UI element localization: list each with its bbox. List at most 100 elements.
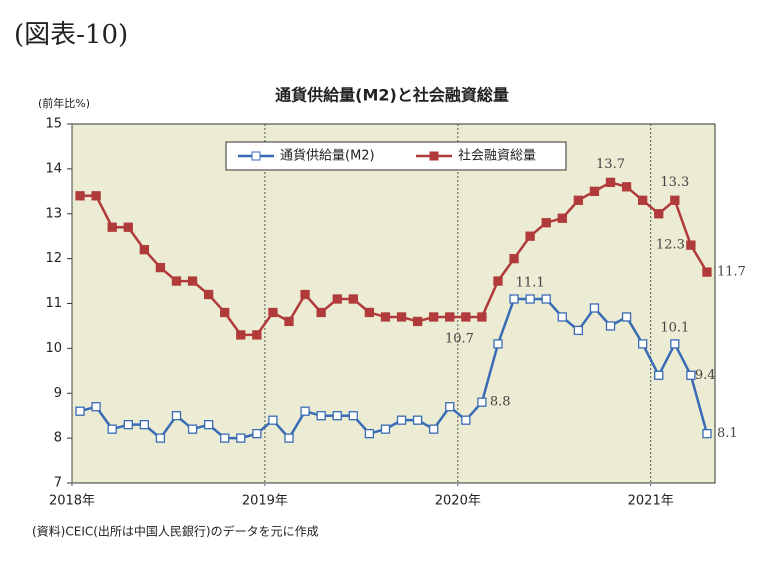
heading: (図表-10) <box>14 20 128 50</box>
point-marker <box>316 411 326 421</box>
point-marker <box>203 289 214 300</box>
y-tick-label: 9 <box>54 386 62 401</box>
point-marker <box>268 307 278 318</box>
point-marker <box>316 307 326 318</box>
point-marker <box>139 244 149 255</box>
point-marker <box>396 415 407 425</box>
legend-marker <box>251 151 261 161</box>
point-marker <box>461 415 471 425</box>
point-marker <box>573 325 584 336</box>
point-marker <box>75 191 85 201</box>
point-marker <box>429 424 439 434</box>
point-marker <box>268 415 278 425</box>
point-marker <box>638 339 648 349</box>
chart-title: 通貨供給量(M2)と社会融資総量 <box>275 86 509 105</box>
point-marker <box>412 415 423 425</box>
value-label: 11.1 <box>516 276 545 291</box>
x-tick-label: 2020年 <box>435 494 481 509</box>
point-marker <box>670 195 680 205</box>
point-marker <box>236 433 246 443</box>
point-marker <box>541 218 551 228</box>
point-marker <box>332 294 342 304</box>
x-tick-label: 2019年 <box>242 494 288 509</box>
y-tick-label: 11 <box>45 296 62 311</box>
point-marker <box>284 316 294 327</box>
point-marker <box>348 294 358 304</box>
point-marker <box>509 294 519 304</box>
y-axis-label: (前年比%) <box>38 96 90 110</box>
point-marker <box>557 213 567 223</box>
value-label: 13.3 <box>660 175 689 190</box>
point-marker <box>605 177 616 187</box>
point-marker <box>203 420 214 430</box>
point-marker <box>445 402 455 412</box>
y-tick-label: 8 <box>54 431 62 446</box>
point-marker <box>477 397 487 407</box>
legend-box <box>225 141 567 171</box>
point-marker <box>686 370 696 380</box>
point-marker <box>670 339 680 349</box>
point-marker <box>220 433 230 443</box>
point-marker <box>107 424 117 434</box>
point-marker <box>589 303 600 313</box>
point-marker <box>252 330 262 340</box>
point-marker <box>493 276 503 286</box>
point-marker <box>525 294 535 304</box>
value-label: 9.4 <box>695 368 716 383</box>
point-marker <box>236 330 246 340</box>
point-marker <box>461 312 471 322</box>
point-marker <box>300 406 310 416</box>
point-marker <box>332 411 342 421</box>
value-label: 8.1 <box>717 426 738 441</box>
point-marker <box>477 312 487 322</box>
point-marker <box>107 222 117 232</box>
point-marker <box>123 420 133 430</box>
point-marker <box>396 312 407 322</box>
point-marker <box>702 267 712 277</box>
point-marker <box>429 312 439 322</box>
point-marker <box>621 312 632 322</box>
plot-area <box>71 123 716 484</box>
y-tick-label: 14 <box>45 161 62 176</box>
point-marker <box>380 312 391 322</box>
point-marker <box>187 276 198 286</box>
point-marker <box>139 420 149 430</box>
value-label: 10.1 <box>660 320 689 335</box>
point-marker <box>621 182 632 192</box>
x-tick-label: 2021年 <box>628 494 674 509</box>
point-marker <box>573 195 584 205</box>
point-marker <box>509 253 519 264</box>
point-marker <box>91 402 101 412</box>
point-marker <box>686 240 696 250</box>
point-marker <box>702 428 712 439</box>
point-marker <box>348 411 358 421</box>
value-label: 13.7 <box>596 157 625 172</box>
legend-marker <box>429 151 439 161</box>
point-marker <box>412 316 423 327</box>
point-marker <box>252 428 262 439</box>
point-marker <box>187 424 198 434</box>
point-marker <box>123 222 133 232</box>
point-marker <box>364 428 375 439</box>
point-marker <box>364 307 375 318</box>
point-marker <box>171 276 182 286</box>
source-note: (資料)CEIC(出所は中国人民銀行)のデータを元に作成 <box>32 524 319 539</box>
point-marker <box>91 191 101 201</box>
legend-label: 通貨供給量(M2) <box>280 148 375 164</box>
series-line <box>79 297 709 441</box>
point-marker <box>589 186 600 196</box>
point-marker <box>284 433 294 443</box>
value-label: 12.3 <box>656 238 685 253</box>
point-marker <box>155 433 166 443</box>
point-marker <box>493 339 503 349</box>
x-tick-label: 2018年 <box>49 494 95 509</box>
point-marker <box>300 289 310 300</box>
y-tick-label: 7 <box>54 476 62 491</box>
point-marker <box>541 294 551 304</box>
point-marker <box>654 370 664 380</box>
point-marker <box>557 312 567 322</box>
point-marker <box>605 321 616 331</box>
point-marker <box>171 411 182 421</box>
point-marker <box>75 406 85 416</box>
